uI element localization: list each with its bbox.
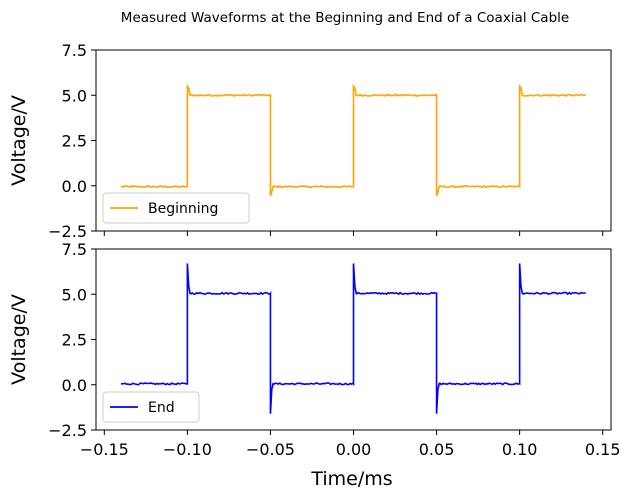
x-tick-label: 0.15 bbox=[585, 440, 621, 459]
y-tick-label: −2.5 bbox=[48, 222, 87, 241]
legend-box bbox=[102, 391, 200, 423]
legend-label: End bbox=[148, 400, 175, 416]
panel-2: −2.5 0.0 2.5 5.0 7.5 −0.15 −0.10 −0.05 0.00 0.05 0… bbox=[8, 240, 621, 459]
x-tick-label: 0.05 bbox=[419, 440, 455, 459]
y-tick-label: 2.5 bbox=[62, 132, 87, 151]
y-tick-label: 0.0 bbox=[62, 376, 87, 395]
y-axis-label: Voltage/V bbox=[8, 95, 30, 186]
x-tick-label: 0.10 bbox=[502, 440, 538, 459]
legend-label: Beginning bbox=[148, 201, 218, 217]
y-tick-label: 5.0 bbox=[62, 285, 87, 304]
y-tick-label: 0.0 bbox=[62, 177, 87, 196]
chart-panels: −2.5 0.0 2.5 5.0 7.5 Voltage/V Beginning −2.5 0.… bbox=[8, 41, 621, 459]
x-tick-label: −0.10 bbox=[163, 440, 212, 459]
legend-box bbox=[102, 192, 250, 224]
series-line-beginning bbox=[120, 83, 586, 196]
x-tick-label: −0.05 bbox=[246, 440, 295, 459]
x-axis-label: Time/ms bbox=[310, 468, 392, 490]
y-tick-label: 7.5 bbox=[62, 41, 87, 60]
x-tick-label: −0.15 bbox=[80, 440, 129, 459]
series-line-end bbox=[120, 263, 586, 414]
y-tick-label: −2.5 bbox=[48, 421, 87, 440]
y-tick-label: 5.0 bbox=[62, 86, 87, 105]
y-tick-label: 7.5 bbox=[62, 240, 87, 259]
y-tick-label: 2.5 bbox=[62, 331, 87, 350]
panel-1: −2.5 0.0 2.5 5.0 7.5 Voltage/V Beginning bbox=[8, 41, 612, 241]
chart-title: Measured Waveforms at the Beginning and … bbox=[121, 10, 569, 26]
y-axis-label: Voltage/V bbox=[8, 294, 30, 385]
x-tick-label: 0.00 bbox=[336, 440, 372, 459]
